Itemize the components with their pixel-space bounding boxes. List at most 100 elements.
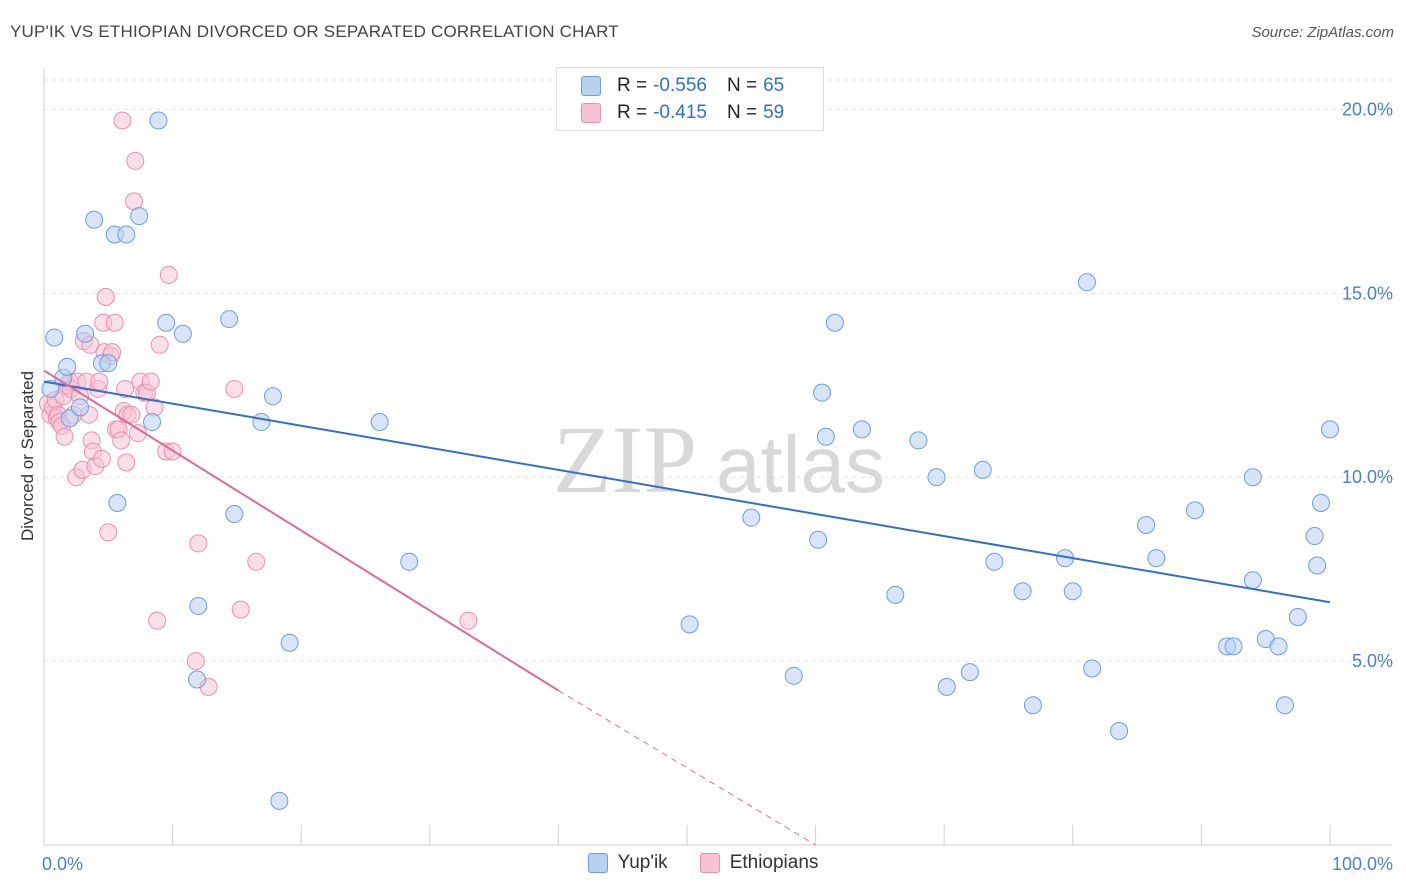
point-yupik bbox=[71, 398, 90, 417]
point-yupik bbox=[143, 413, 162, 432]
point-yupik bbox=[370, 413, 389, 432]
legend-n-label: N = bbox=[726, 75, 758, 96]
point-ethiopians bbox=[117, 453, 136, 472]
legend-row-yupik: R = -0.556 N = 65 bbox=[581, 73, 784, 99]
point-yupik bbox=[60, 409, 79, 428]
trend-line-ethiopians-extension bbox=[558, 690, 816, 846]
point-yupik bbox=[85, 210, 104, 229]
point-yupik bbox=[1243, 468, 1262, 487]
point-yupik bbox=[937, 677, 956, 696]
point-yupik bbox=[1305, 527, 1324, 546]
point-ethiopians bbox=[231, 600, 250, 619]
point-ethiopians bbox=[90, 372, 109, 391]
point-ethiopians bbox=[159, 265, 178, 284]
point-yupik bbox=[99, 354, 118, 373]
point-yupik bbox=[220, 310, 239, 329]
legend-r-label: R = bbox=[617, 102, 648, 123]
point-yupik bbox=[809, 530, 828, 549]
point-yupik bbox=[280, 633, 299, 652]
point-ethiopians bbox=[113, 111, 132, 130]
point-yupik bbox=[1243, 571, 1262, 590]
y-axis-label: Divorced or Separated bbox=[18, 371, 37, 541]
point-yupik bbox=[852, 420, 871, 439]
point-yupik bbox=[45, 328, 64, 347]
series-swatch-ethiopians bbox=[699, 853, 720, 873]
point-yupik bbox=[1185, 501, 1204, 520]
point-yupik bbox=[985, 552, 1004, 571]
point-yupik bbox=[58, 357, 77, 376]
axes bbox=[43, 68, 1392, 846]
point-yupik bbox=[825, 313, 844, 332]
point-ethiopians bbox=[247, 552, 266, 571]
x-tick-label: 0.0% bbox=[42, 854, 83, 874]
legend-r-value: -0.415 bbox=[653, 102, 707, 123]
legend-row-ethiopians: R = -0.415 N = 59 bbox=[581, 100, 784, 126]
point-yupik bbox=[960, 663, 979, 682]
trend-lines bbox=[43, 369, 1331, 846]
point-yupik bbox=[927, 468, 946, 487]
chart-title: YUP'IK VS ETHIOPIAN DIVORCED OR SEPARATE… bbox=[10, 22, 619, 41]
watermark-zip: ZIP bbox=[553, 406, 697, 513]
point-yupik bbox=[108, 493, 127, 512]
x-tick-label: 100.0% bbox=[1332, 854, 1393, 874]
point-ethiopians bbox=[459, 611, 478, 630]
series-swatch-yupik bbox=[587, 853, 608, 873]
point-ethiopians bbox=[122, 405, 141, 424]
point-ethiopians bbox=[99, 523, 118, 542]
series-legend-ethiopians[interactable]: Ethiopians bbox=[699, 852, 819, 874]
chart-source: Source: ZipAtlas.com bbox=[1251, 24, 1394, 41]
point-yupik bbox=[1308, 556, 1327, 575]
point-yupik bbox=[886, 585, 905, 604]
point-yupik bbox=[1321, 420, 1339, 439]
data-points bbox=[38, 111, 1339, 810]
point-yupik bbox=[252, 413, 271, 432]
point-yupik bbox=[263, 387, 282, 406]
point-ethiopians bbox=[55, 427, 74, 446]
point-yupik bbox=[117, 225, 136, 244]
point-yupik bbox=[813, 383, 832, 402]
point-ethiopians bbox=[126, 151, 145, 170]
series-legend-yupik[interactable]: Yup'ik bbox=[587, 852, 668, 874]
y-tick-label: 5.0% bbox=[1352, 651, 1393, 671]
stats-legend: R = -0.556 N = 65 R = -0.415 N = 59 bbox=[556, 67, 824, 131]
point-yupik bbox=[1077, 273, 1096, 292]
point-yupik bbox=[270, 791, 289, 810]
series-label-yupik: Yup'ik bbox=[617, 852, 668, 873]
point-yupik bbox=[149, 111, 168, 130]
point-ethiopians bbox=[116, 379, 135, 398]
tick-labels: 5.0% 10.0% 15.0% 20.0% 0.0% 100.0% bbox=[42, 99, 1393, 874]
point-yupik bbox=[973, 460, 992, 479]
point-yupik bbox=[41, 379, 60, 398]
y-tick-label: 10.0% bbox=[1342, 467, 1393, 487]
point-yupik bbox=[1063, 582, 1082, 601]
point-yupik bbox=[130, 207, 149, 226]
point-yupik bbox=[1110, 721, 1129, 740]
point-yupik bbox=[1137, 516, 1156, 535]
point-yupik bbox=[173, 324, 192, 343]
series-label-ethiopians: Ethiopians bbox=[729, 852, 819, 873]
point-ethiopians bbox=[141, 372, 160, 391]
point-yupik bbox=[1288, 607, 1307, 626]
point-yupik bbox=[1083, 659, 1102, 678]
point-ethiopians bbox=[105, 313, 124, 332]
point-yupik bbox=[742, 508, 761, 527]
point-ethiopians bbox=[150, 335, 169, 354]
point-yupik bbox=[225, 504, 244, 523]
point-ethiopians bbox=[186, 652, 205, 671]
point-ethiopians bbox=[225, 379, 244, 398]
point-ethiopians bbox=[189, 534, 208, 553]
y-tick-label: 20.0% bbox=[1342, 99, 1393, 119]
point-yupik bbox=[816, 427, 835, 446]
point-yupik bbox=[157, 313, 176, 332]
point-yupik bbox=[1023, 696, 1042, 715]
point-yupik bbox=[1311, 493, 1330, 512]
point-ethiopians bbox=[96, 287, 115, 306]
legend-n-value: 65 bbox=[763, 75, 785, 96]
trend-line-ethiopians bbox=[43, 369, 559, 692]
point-yupik bbox=[1269, 637, 1288, 656]
point-yupik bbox=[188, 670, 207, 689]
legend-r-value: -0.556 bbox=[653, 75, 707, 96]
trend-line-yupik bbox=[43, 380, 1331, 604]
series-legend: Yup'ik Ethiopians bbox=[0, 852, 1406, 874]
grid-lines bbox=[44, 79, 1392, 662]
